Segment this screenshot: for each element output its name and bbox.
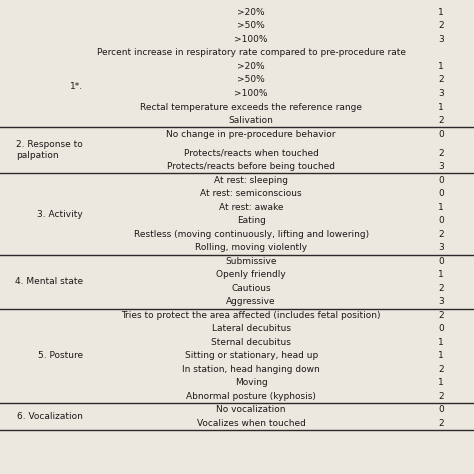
Text: 0: 0 xyxy=(438,324,444,333)
Text: >20%: >20% xyxy=(237,8,265,17)
Text: 2: 2 xyxy=(438,21,444,30)
Text: Lateral decubitus: Lateral decubitus xyxy=(212,324,291,333)
Text: Rectal temperature exceeds the reference range: Rectal temperature exceeds the reference… xyxy=(140,102,362,111)
Text: 2: 2 xyxy=(438,419,444,428)
Text: 2: 2 xyxy=(438,230,444,239)
Text: Percent increase in respiratory rate compared to pre-procedure rate: Percent increase in respiratory rate com… xyxy=(97,48,406,57)
Text: No change in pre-procedure behavior: No change in pre-procedure behavior xyxy=(166,129,336,138)
Text: 0: 0 xyxy=(438,405,444,414)
Text: 2: 2 xyxy=(438,365,444,374)
Text: 2: 2 xyxy=(438,392,444,401)
Text: 1: 1 xyxy=(438,62,444,71)
Text: 2: 2 xyxy=(438,116,444,125)
Text: 0: 0 xyxy=(438,189,444,198)
Text: No vocalization: No vocalization xyxy=(217,405,286,414)
Text: 1: 1 xyxy=(438,8,444,17)
Text: 2. Response to
palpation: 2. Response to palpation xyxy=(16,140,83,160)
Text: 2: 2 xyxy=(438,284,444,293)
Text: 1: 1 xyxy=(438,203,444,212)
Text: 0: 0 xyxy=(438,129,444,138)
Text: 2: 2 xyxy=(438,75,444,84)
Text: Openly friendly: Openly friendly xyxy=(216,270,286,279)
Text: >50%: >50% xyxy=(237,21,265,30)
Text: 1: 1 xyxy=(438,102,444,111)
Text: 1: 1 xyxy=(438,351,444,360)
Text: At rest: sleeping: At rest: sleeping xyxy=(214,176,288,185)
Text: 3: 3 xyxy=(438,162,444,171)
Text: Sitting or stationary, head up: Sitting or stationary, head up xyxy=(184,351,318,360)
Text: Cautious: Cautious xyxy=(231,284,271,293)
Text: >20%: >20% xyxy=(237,62,265,71)
Text: Restless (moving continuously, lifting and lowering): Restless (moving continuously, lifting a… xyxy=(134,230,369,239)
Text: 3. Activity: 3. Activity xyxy=(37,210,83,219)
Text: Aggressive: Aggressive xyxy=(227,297,276,306)
Text: At rest: semiconscious: At rest: semiconscious xyxy=(201,189,302,198)
Text: 2: 2 xyxy=(438,311,444,320)
Text: >50%: >50% xyxy=(237,75,265,84)
Text: >100%: >100% xyxy=(235,89,268,98)
Text: 1: 1 xyxy=(438,338,444,347)
Text: 3: 3 xyxy=(438,89,444,98)
Text: Tries to protect the area affected (includes fetal position): Tries to protect the area affected (incl… xyxy=(121,311,381,320)
Text: 3: 3 xyxy=(438,35,444,44)
Text: 0: 0 xyxy=(438,257,444,266)
Text: Rolling, moving violently: Rolling, moving violently xyxy=(195,243,307,252)
Text: 1*.: 1*. xyxy=(70,82,83,91)
Text: 0: 0 xyxy=(438,176,444,185)
Text: In station, head hanging down: In station, head hanging down xyxy=(182,365,320,374)
Text: 0: 0 xyxy=(438,216,444,225)
Text: Moving: Moving xyxy=(235,378,268,387)
Text: Sternal decubitus: Sternal decubitus xyxy=(211,338,291,347)
Text: 4. Mental state: 4. Mental state xyxy=(15,277,83,286)
Text: Protects/reacts before being touched: Protects/reacts before being touched xyxy=(167,162,335,171)
Text: Submissive: Submissive xyxy=(226,257,277,266)
Text: 3: 3 xyxy=(438,243,444,252)
Text: Abnormal posture (kyphosis): Abnormal posture (kyphosis) xyxy=(186,392,316,401)
Text: Salivation: Salivation xyxy=(229,116,273,125)
Text: 1: 1 xyxy=(438,270,444,279)
Text: Vocalizes when touched: Vocalizes when touched xyxy=(197,419,306,428)
Text: At rest: awake: At rest: awake xyxy=(219,203,283,212)
Text: 3: 3 xyxy=(438,297,444,306)
Text: Eating: Eating xyxy=(237,216,265,225)
Text: Protects/reacts when touched: Protects/reacts when touched xyxy=(184,149,319,158)
Text: 2: 2 xyxy=(438,149,444,158)
Text: 6. Vocalization: 6. Vocalization xyxy=(17,412,83,421)
Text: 1: 1 xyxy=(438,378,444,387)
Text: >100%: >100% xyxy=(235,35,268,44)
Text: 5. Posture: 5. Posture xyxy=(38,351,83,360)
